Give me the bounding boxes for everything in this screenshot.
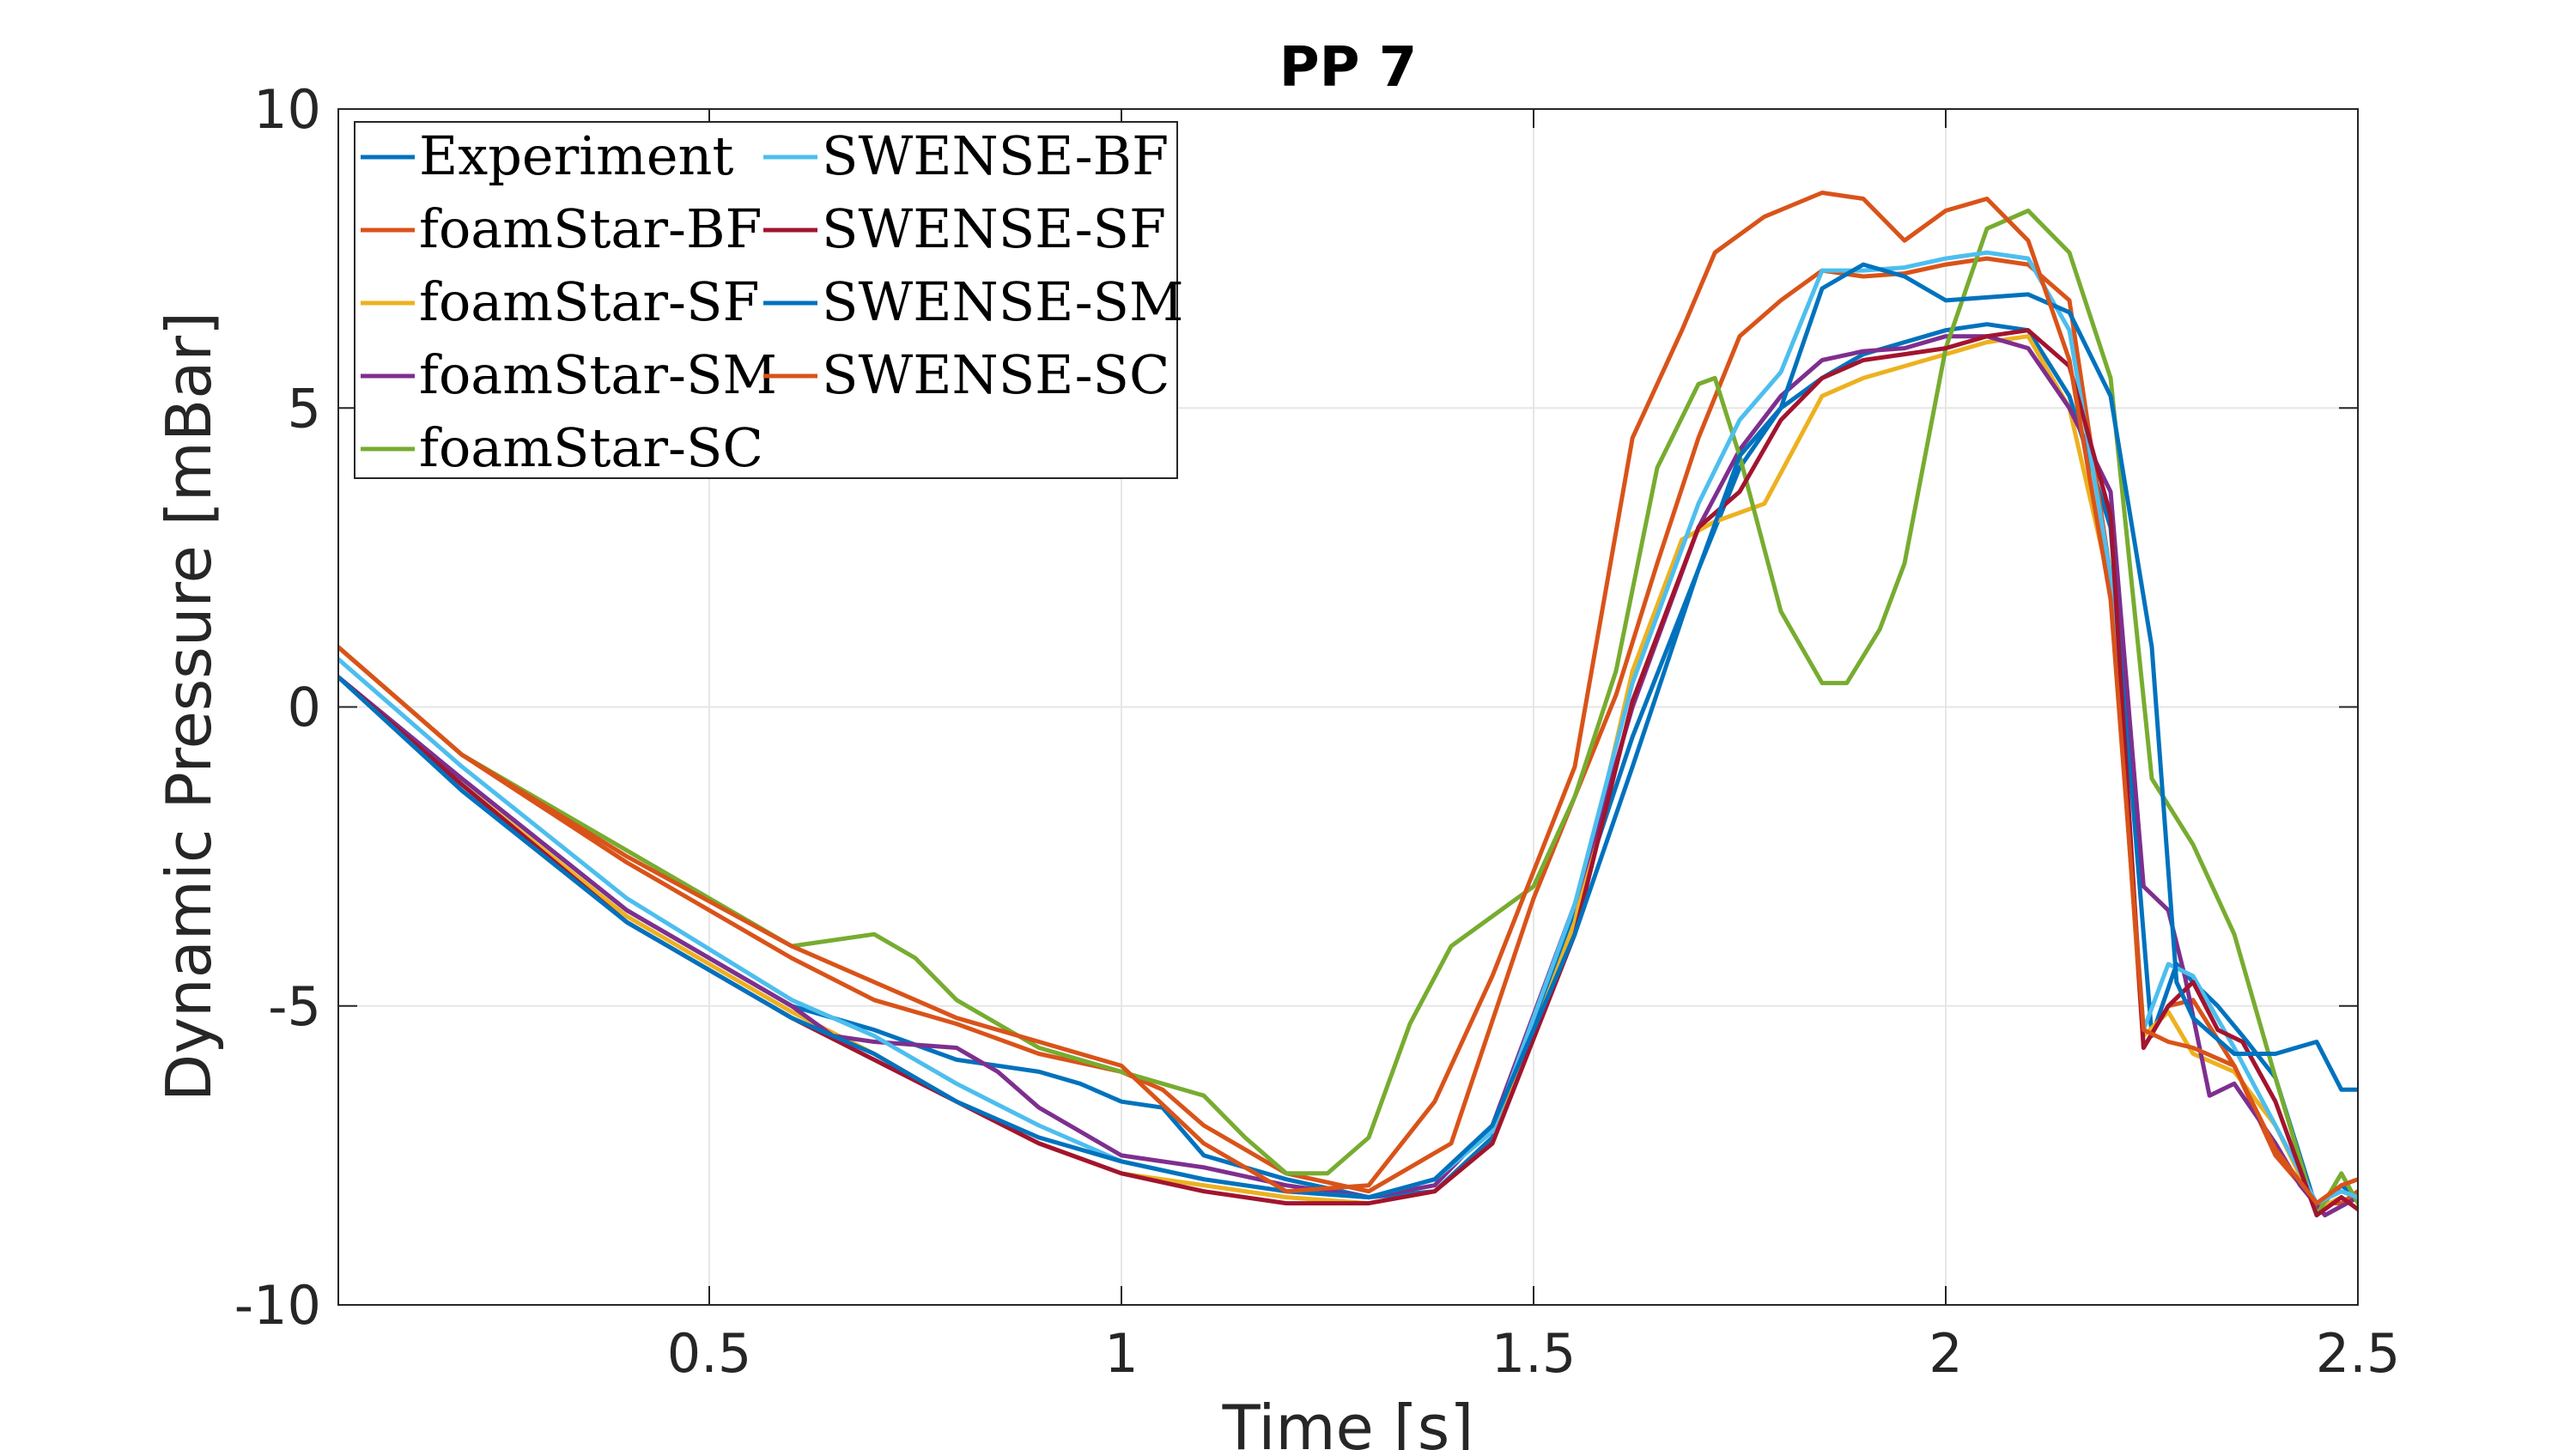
chart-title: PP 7: [1279, 36, 1418, 100]
legend-label-foamstar-sf: foamStar-SF: [419, 270, 759, 333]
x-tick-label: 1.5: [1492, 1322, 1577, 1385]
y-tick-label: 10: [253, 78, 321, 141]
series-line-swense-sc: [338, 191, 2358, 1206]
y-tick-label: 0: [288, 676, 321, 739]
legend-label-foamstar-bf: foamStar-BF: [419, 197, 762, 260]
series-line-foamstar-bf: [338, 256, 2358, 1206]
legend-box: [354, 121, 1178, 479]
y-axis-ticks: -10 -5 0 5 10: [234, 78, 2358, 1337]
y-axis-label: Dynamic Pressure [mBar]: [153, 312, 225, 1101]
series-line-swense-bf: [338, 250, 2358, 1206]
x-axis-label: Time [s]: [1222, 1392, 1474, 1450]
legend-label-swense-sc: SWENSE-SC: [822, 343, 1170, 406]
legend-label-foamstar-sc: foamStar-SC: [419, 416, 763, 479]
legend-label-swense-sf: SWENSE-SF: [822, 197, 1166, 260]
y-tick-label: -5: [268, 975, 321, 1038]
y-tick-label: 5: [288, 377, 321, 440]
legend-label-swense-sm: SWENSE-SM: [822, 270, 1184, 333]
legend-label-foamstar-sm: foamStar-SM: [419, 343, 777, 406]
x-axis-ticks: 0.5 1 1.5 2 2.5: [667, 109, 2401, 1385]
x-tick-label: 0.5: [667, 1322, 752, 1385]
y-tick-label: -10: [234, 1274, 321, 1337]
x-tick-label: 2.5: [2316, 1322, 2401, 1385]
series-line-swense-sm: [338, 262, 2358, 1200]
x-tick-label: 1: [1104, 1322, 1138, 1385]
legend-label-swense-bf: SWENSE-BF: [822, 124, 1169, 187]
legend: Experiment foamStar-BF foamStar-SF foamStar…: [354, 121, 1184, 479]
legend-label-experiment: Experiment: [419, 124, 733, 187]
x-tick-label: 2: [1929, 1322, 1962, 1385]
series-line-swense-sf: [338, 328, 2358, 1217]
series-lines: [338, 191, 2358, 1217]
series-line-foamstar-sm: [338, 334, 2358, 1217]
